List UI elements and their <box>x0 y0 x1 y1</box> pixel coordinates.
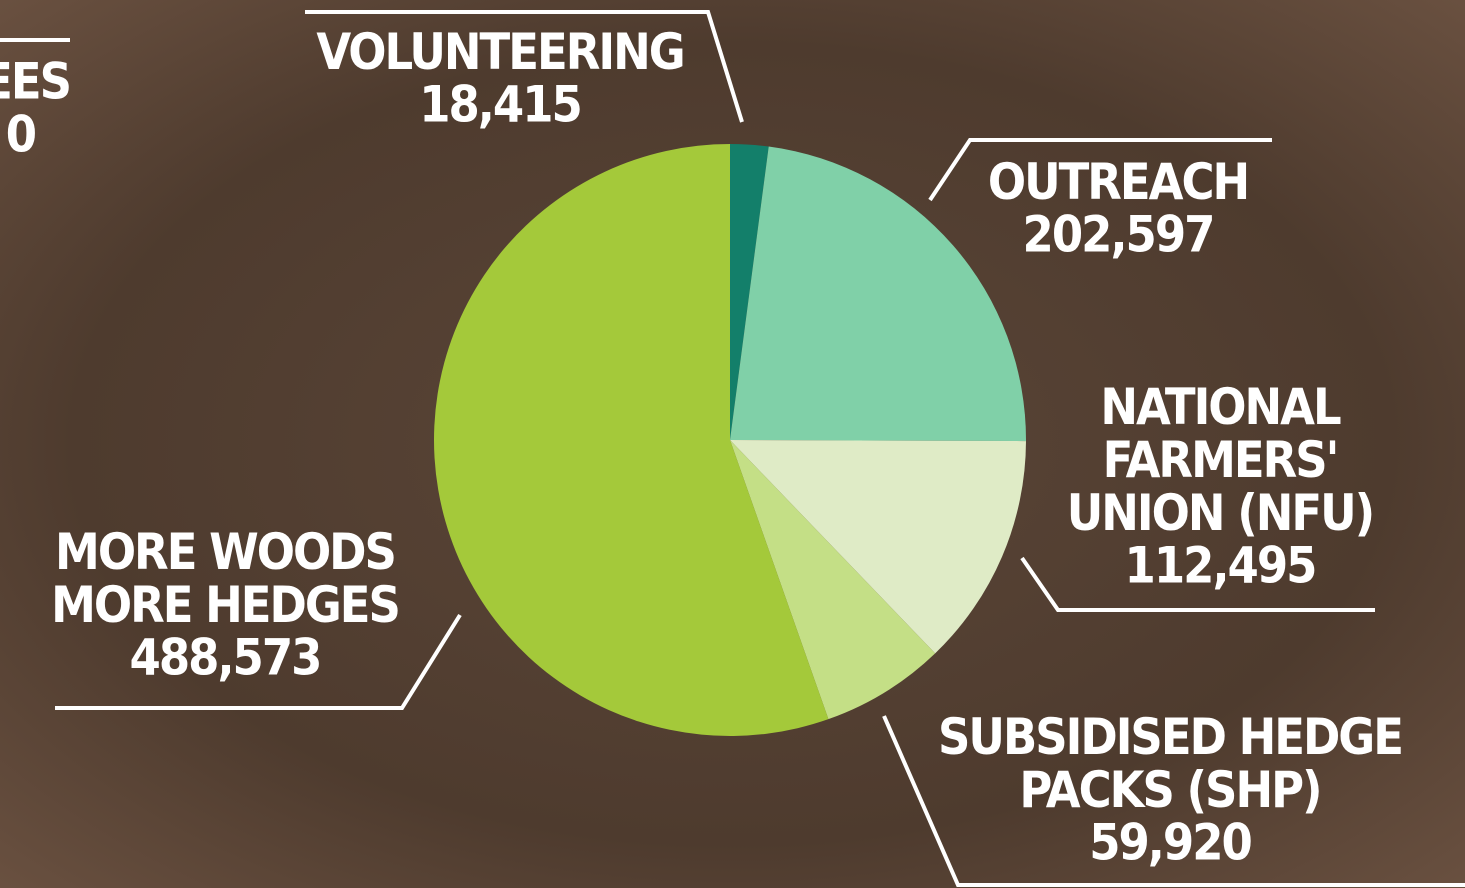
slice-label: SUBSIDISED HEDGE PACKS (SHP) <box>938 708 1402 819</box>
fragment-label: EES <box>0 53 70 111</box>
label-line: SUBSIDISED HEDGE <box>938 708 1402 766</box>
slice-label: VOLUNTEERING <box>316 23 683 81</box>
label-line: NATIONAL <box>1100 378 1341 436</box>
value-label: 202,597 <box>1023 206 1214 264</box>
value-label: 18,415 <box>419 76 581 134</box>
pie-slice <box>730 146 1026 442</box>
leader-line <box>928 138 1272 202</box>
value-label: 59,920 <box>1089 814 1251 872</box>
leader-line <box>55 613 462 710</box>
pie-slice <box>434 144 829 736</box>
slice-label: NATIONAL FARMERS' UNION (NFU) <box>1067 378 1373 542</box>
slice-label: MORE WOODS MORE HEDGES <box>51 523 399 634</box>
label-line: OUTREACH <box>988 153 1248 211</box>
value-label: 112,495 <box>1125 537 1316 595</box>
fragment-label: 0 <box>6 106 36 164</box>
pie-slice <box>730 440 1026 654</box>
label-line: PACKS (SHP) <box>1019 761 1320 819</box>
value-label: 488,573 <box>130 629 321 687</box>
leader-line <box>882 715 1465 887</box>
label-line: MORE WOODS <box>55 523 395 581</box>
pie-slice <box>730 440 936 720</box>
label-line: FARMERS' <box>1103 431 1338 489</box>
leader-lines <box>0 10 1465 887</box>
label-line: UNION (NFU) <box>1067 484 1373 542</box>
leader-line <box>1020 556 1375 612</box>
label-line: VOLUNTEERING <box>316 23 683 81</box>
slice-label: OUTREACH <box>988 153 1248 211</box>
pie-slice <box>730 144 769 440</box>
label-line: MORE HEDGES <box>51 576 399 634</box>
leader-line <box>305 10 744 123</box>
